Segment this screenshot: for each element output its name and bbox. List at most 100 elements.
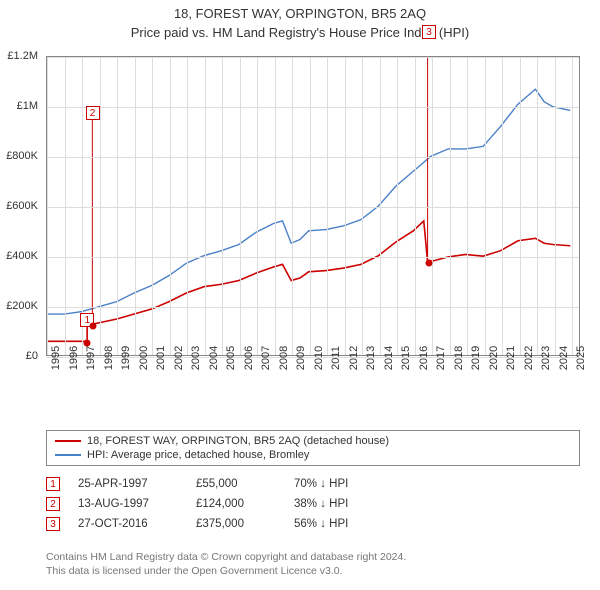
- event-marker-box: 2: [86, 106, 100, 120]
- gridline-v: [222, 57, 223, 355]
- x-tick-label: 2025: [575, 346, 587, 370]
- gridline-v: [170, 57, 171, 355]
- x-tick-label: 2012: [348, 346, 360, 370]
- transaction-date: 27-OCT-2016: [78, 518, 178, 530]
- gridline-v: [555, 57, 556, 355]
- legend-row: HPI: Average price, detached house, Brom…: [55, 448, 571, 462]
- gridline-h: [47, 307, 579, 308]
- gridline-h: [47, 257, 579, 258]
- y-tick-label: £800K: [6, 150, 38, 162]
- x-tick-label: 1997: [85, 346, 97, 370]
- gridline-v: [187, 57, 188, 355]
- x-tick-label: 2018: [453, 346, 465, 370]
- legend: 18, FOREST WAY, ORPINGTON, BR5 2AQ (deta…: [46, 430, 580, 466]
- gridline-v: [520, 57, 521, 355]
- x-tick-label: 2016: [418, 346, 430, 370]
- transaction-marker: 2: [46, 497, 60, 511]
- x-tick-label: 2010: [313, 346, 325, 370]
- x-tick-label: 2022: [523, 346, 535, 370]
- x-tick-label: 2009: [295, 346, 307, 370]
- y-tick-label: £1M: [17, 100, 38, 112]
- legend-label: 18, FOREST WAY, ORPINGTON, BR5 2AQ (deta…: [87, 435, 389, 447]
- gridline-h: [47, 157, 579, 158]
- gridline-v: [485, 57, 486, 355]
- gridline-v: [292, 57, 293, 355]
- event-marker-dot: [89, 323, 96, 330]
- transaction-pct: 70% ↓ HPI: [294, 478, 394, 490]
- legend-swatch: [55, 454, 81, 456]
- event-marker-box: 3: [422, 25, 436, 39]
- y-tick-label: £400K: [6, 250, 38, 262]
- gridline-v: [537, 57, 538, 355]
- legend-row: 18, FOREST WAY, ORPINGTON, BR5 2AQ (deta…: [55, 434, 571, 448]
- gridline-v: [310, 57, 311, 355]
- chart-area: £0£200K£400K£600K£800K£1M£1.2M 123 19951…: [0, 46, 600, 426]
- x-tick-label: 2017: [435, 346, 447, 370]
- gridline-v: [450, 57, 451, 355]
- gridline-v: [257, 57, 258, 355]
- event-marker-dot: [426, 260, 433, 267]
- transaction-date: 25-APR-1997: [78, 478, 178, 490]
- transaction-price: £375,000: [196, 518, 276, 530]
- x-tick-label: 2014: [383, 346, 395, 370]
- gridline-v: [152, 57, 153, 355]
- gridline-v: [275, 57, 276, 355]
- transaction-price: £55,000: [196, 478, 276, 490]
- x-tick-label: 2021: [505, 346, 517, 370]
- gridline-v: [205, 57, 206, 355]
- chart-container: 18, FOREST WAY, ORPINGTON, BR5 2AQ Price…: [0, 0, 600, 590]
- x-tick-label: 2008: [278, 346, 290, 370]
- footer-attribution: Contains HM Land Registry data © Crown c…: [46, 550, 580, 578]
- y-tick-label: £200K: [6, 300, 38, 312]
- gridline-v: [432, 57, 433, 355]
- chart-svg: [47, 57, 579, 355]
- gridline-h: [47, 107, 579, 108]
- titles: 18, FOREST WAY, ORPINGTON, BR5 2AQ Price…: [0, 0, 600, 40]
- gridline-v: [117, 57, 118, 355]
- transaction-pct: 38% ↓ HPI: [294, 498, 394, 510]
- transaction-marker: 3: [46, 517, 60, 531]
- gridline-v: [380, 57, 381, 355]
- gridline-v: [397, 57, 398, 355]
- legend-swatch: [55, 440, 81, 442]
- x-tick-label: 2011: [330, 346, 342, 370]
- x-tick-label: 1995: [50, 346, 62, 370]
- gridline-v: [240, 57, 241, 355]
- y-tick-label: £0: [26, 350, 38, 362]
- gridline-h: [47, 57, 579, 58]
- x-tick-label: 2003: [190, 346, 202, 370]
- gridline-v: [345, 57, 346, 355]
- x-tick-label: 2002: [173, 346, 185, 370]
- x-tick-label: 2007: [260, 346, 272, 370]
- gridline-v: [362, 57, 363, 355]
- y-tick-label: £1.2M: [7, 50, 38, 62]
- x-tick-label: 2006: [243, 346, 255, 370]
- gridline-v: [327, 57, 328, 355]
- x-tick-label: 2001: [155, 346, 167, 370]
- x-tick-label: 2005: [225, 346, 237, 370]
- x-tick-label: 2000: [138, 346, 150, 370]
- gridline-v: [502, 57, 503, 355]
- transaction-marker: 1: [46, 477, 60, 491]
- plot-area: 123: [46, 56, 580, 356]
- gridline-h: [47, 207, 579, 208]
- transaction-row: 2 13-AUG-1997 £124,000 38% ↓ HPI: [46, 494, 580, 514]
- transaction-price: £124,000: [196, 498, 276, 510]
- x-tick-label: 2019: [470, 346, 482, 370]
- x-tick-label: 2023: [540, 346, 552, 370]
- x-tick-label: 2013: [365, 346, 377, 370]
- gridline-v: [467, 57, 468, 355]
- footer-line1: Contains HM Land Registry data © Crown c…: [46, 550, 580, 564]
- gridline-v: [572, 57, 573, 355]
- x-tick-label: 1999: [120, 346, 132, 370]
- transaction-date: 13-AUG-1997: [78, 498, 178, 510]
- gridline-v: [65, 57, 66, 355]
- x-tick-label: 2024: [558, 346, 570, 370]
- footer-line2: This data is licensed under the Open Gov…: [46, 564, 580, 578]
- title-address: 18, FOREST WAY, ORPINGTON, BR5 2AQ: [0, 6, 600, 21]
- x-axis-labels: 1995199619971998199920002001200220032004…: [46, 358, 580, 418]
- title-subtitle: Price paid vs. HM Land Registry's House …: [0, 25, 600, 40]
- x-tick-label: 1996: [68, 346, 80, 370]
- x-tick-label: 1998: [103, 346, 115, 370]
- transactions-table: 1 25-APR-1997 £55,000 70% ↓ HPI 2 13-AUG-1997…: [46, 474, 580, 534]
